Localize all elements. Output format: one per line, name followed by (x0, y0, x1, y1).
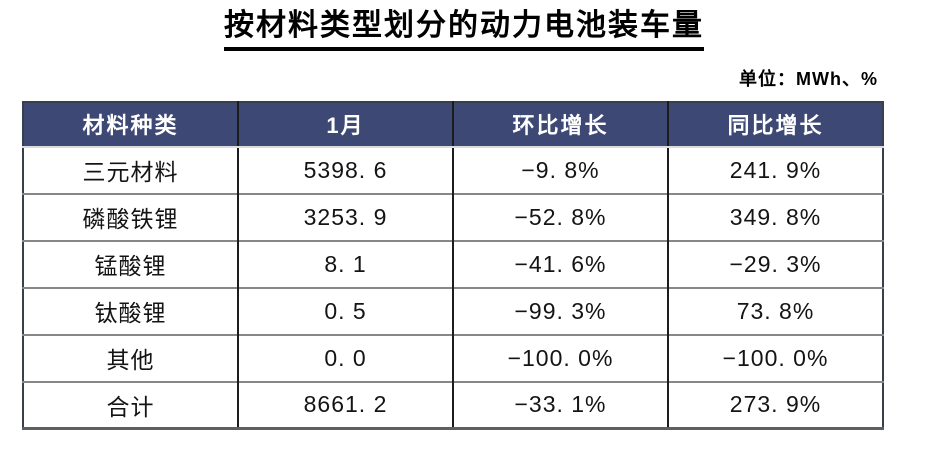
battery-material-table: 材料种类 1月 环比增长 同比增长 三元材料 5398. 6 −9. 8% 24… (22, 100, 884, 430)
mom-growth-cell: −52. 8% (452, 192, 668, 241)
table-row: 锰酸锂 8. 1 −41. 6% −29. 3% (23, 239, 883, 288)
yoy-growth-cell: 241. 9% (667, 146, 883, 194)
material-cell: 其他 (23, 333, 238, 382)
yoy-growth-cell: −100. 0% (667, 333, 883, 382)
mom-growth-cell: −9. 8% (452, 146, 668, 194)
material-cell: 锰酸锂 (23, 239, 238, 288)
table-body: 三元材料 5398. 6 −9. 8% 241. 9% 磷酸铁锂 3253. 9… (23, 146, 883, 429)
unit-label: 单位：MWh、% (739, 68, 878, 89)
yoy-growth-cell: −29. 3% (667, 239, 883, 288)
header-row: 材料种类 1月 环比增长 同比增长 (23, 101, 883, 148)
column-header-yoy-growth: 同比增长 (667, 101, 883, 148)
january-value-cell: 8661. 2 (237, 380, 453, 429)
page-title: 按材料类型划分的动力电池装车量 (224, 9, 704, 51)
mom-growth-cell: −41. 6% (452, 239, 668, 288)
mom-growth-cell: −33. 1% (452, 380, 668, 429)
yoy-growth-cell: 73. 8% (667, 286, 883, 335)
yoy-growth-cell: 349. 8% (667, 192, 883, 241)
column-header-january: 1月 (237, 101, 453, 148)
yoy-growth-cell: 273. 9% (667, 380, 883, 429)
january-value-cell: 0. 5 (237, 286, 453, 335)
january-value-cell: 8. 1 (237, 239, 453, 288)
table-header: 材料种类 1月 环比增长 同比增长 (23, 101, 883, 148)
column-header-material: 材料种类 (23, 101, 238, 148)
table-row-total: 合计 8661. 2 −33. 1% 273. 9% (23, 380, 883, 429)
january-value-cell: 5398. 6 (237, 146, 453, 194)
january-value-cell: 0. 0 (237, 333, 453, 382)
january-value-cell: 3253. 9 (237, 192, 453, 241)
material-cell: 三元材料 (23, 146, 238, 194)
title-row: 按材料类型划分的动力电池装车量 (0, 0, 928, 51)
table-row: 磷酸铁锂 3253. 9 −52. 8% 349. 8% (23, 192, 883, 241)
column-header-mom-growth: 环比增长 (452, 101, 668, 148)
mom-growth-cell: −100. 0% (452, 333, 668, 382)
mom-growth-cell: −99. 3% (452, 286, 668, 335)
material-cell: 磷酸铁锂 (23, 192, 238, 241)
table-row: 其他 0. 0 −100. 0% −100. 0% (23, 333, 883, 382)
table-row: 钛酸锂 0. 5 −99. 3% 73. 8% (23, 286, 883, 335)
material-cell: 合计 (23, 380, 238, 429)
table-row: 三元材料 5398. 6 −9. 8% 241. 9% (23, 146, 883, 194)
material-cell: 钛酸锂 (23, 286, 238, 335)
